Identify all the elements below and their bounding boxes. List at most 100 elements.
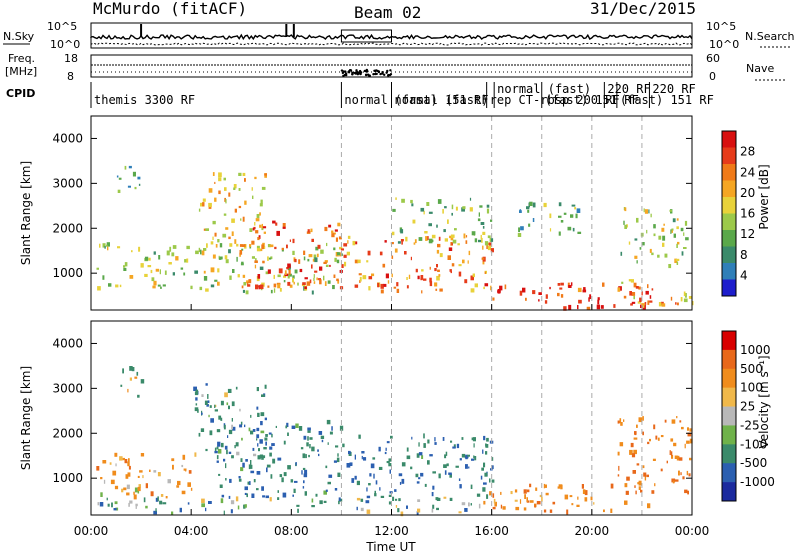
power-cell (380, 289, 384, 294)
power-cell (331, 233, 335, 238)
velocity-cell (311, 505, 315, 508)
velocity-cell (145, 483, 148, 489)
power-cell (225, 227, 229, 230)
velocity-cell (539, 494, 543, 498)
ytick-label: 3000 (52, 176, 83, 190)
velocity-cell (127, 388, 129, 393)
power-colorbar-tick: 28 (740, 145, 755, 159)
velocity-cell (339, 425, 344, 431)
velocity-cell (418, 477, 421, 480)
velocity-cell (311, 498, 314, 503)
velocity-cell (564, 494, 569, 500)
velocity-cell (246, 493, 248, 498)
power-cell (206, 243, 208, 248)
power-cell (623, 220, 625, 225)
power-cell (451, 242, 453, 246)
power-cell (298, 259, 301, 264)
velocity-cell (482, 487, 486, 492)
velocity-cell (524, 494, 526, 499)
velocity-cell (368, 483, 371, 486)
power-cell (123, 267, 127, 271)
velocity-cell (214, 404, 216, 408)
velocity-yticks: 4000 3000 2000 1000 (52, 336, 692, 485)
power-cell (293, 281, 295, 285)
power-cell (210, 241, 214, 245)
ytick-label: 2000 (52, 426, 83, 440)
velocity-cell (128, 502, 130, 507)
power-cell (479, 205, 483, 208)
power-cell (241, 248, 244, 251)
power-cell (328, 224, 332, 228)
power-cell (318, 278, 321, 281)
velocity-cell (277, 490, 279, 493)
power-cell (412, 219, 416, 224)
power-cell (558, 231, 561, 236)
power-cell (337, 222, 341, 227)
power-cell (653, 233, 656, 237)
power-cell (420, 207, 425, 212)
power-cell (124, 262, 128, 267)
velocity-cell (566, 509, 569, 515)
power-cell (212, 172, 215, 176)
velocity-cell (449, 497, 453, 501)
power-cell (413, 242, 416, 245)
power-cell (254, 222, 256, 226)
velocity-cell (664, 419, 667, 423)
power-cell (144, 256, 149, 261)
velocity-cell (337, 472, 341, 477)
velocity-cell (252, 429, 256, 432)
velocity-cell (224, 445, 228, 450)
cpid-entries: themis 3300 RF normal (fast) 151 RFnormal … (90, 82, 714, 108)
velocity-cell (129, 377, 132, 381)
velocity-cell (461, 502, 466, 506)
power-cell (480, 234, 482, 240)
power-cell (684, 220, 688, 226)
power-cell (334, 229, 338, 232)
velocity-cell (157, 496, 159, 502)
power-cell (215, 244, 218, 248)
velocity-cell (459, 484, 462, 489)
power-plot-bg (91, 116, 692, 310)
power-cell (241, 261, 244, 265)
velocity-cell (442, 437, 445, 441)
power-cell (357, 259, 361, 264)
velocity-cell (214, 450, 218, 454)
nsky-label: N.Sky (3, 30, 35, 43)
velocity-cell (436, 507, 439, 511)
velocity-cell (388, 494, 391, 497)
power-cell (439, 253, 443, 258)
power-cell (391, 255, 394, 259)
power-cell (438, 236, 441, 241)
velocity-cell (279, 474, 283, 478)
power-cell (307, 258, 310, 262)
power-cell (282, 226, 286, 229)
power-cell (294, 269, 298, 274)
power-cell (484, 283, 489, 287)
power-cell (117, 246, 121, 249)
velocity-cell (137, 475, 140, 478)
velocity-cell (446, 463, 449, 467)
cpid-panel: CPID themis 3300 RF normal (fast) 151 RFno… (6, 82, 714, 108)
velocity-cell (373, 473, 375, 479)
power-cell (676, 243, 678, 248)
xtick-label: 00:00 (675, 524, 710, 538)
velocity-cell (249, 464, 253, 469)
power-cell (661, 303, 666, 307)
velocity-cell (96, 466, 100, 471)
power-cell (292, 250, 295, 255)
power-cell (115, 284, 119, 288)
power-cell (384, 240, 387, 243)
velocity-cell (432, 504, 435, 509)
velocity-cell (240, 421, 243, 425)
velocity-cell (689, 428, 692, 432)
power-cell (311, 238, 314, 242)
power-cell (676, 226, 679, 230)
nsky-line (90, 33, 693, 41)
freq-point (389, 69, 392, 72)
velocity-cell (302, 486, 305, 489)
velocity-cell (510, 491, 513, 495)
velocity-cell (354, 454, 356, 460)
power-cell (417, 275, 420, 280)
power-cell (150, 269, 153, 274)
velocity-cell (386, 441, 390, 444)
